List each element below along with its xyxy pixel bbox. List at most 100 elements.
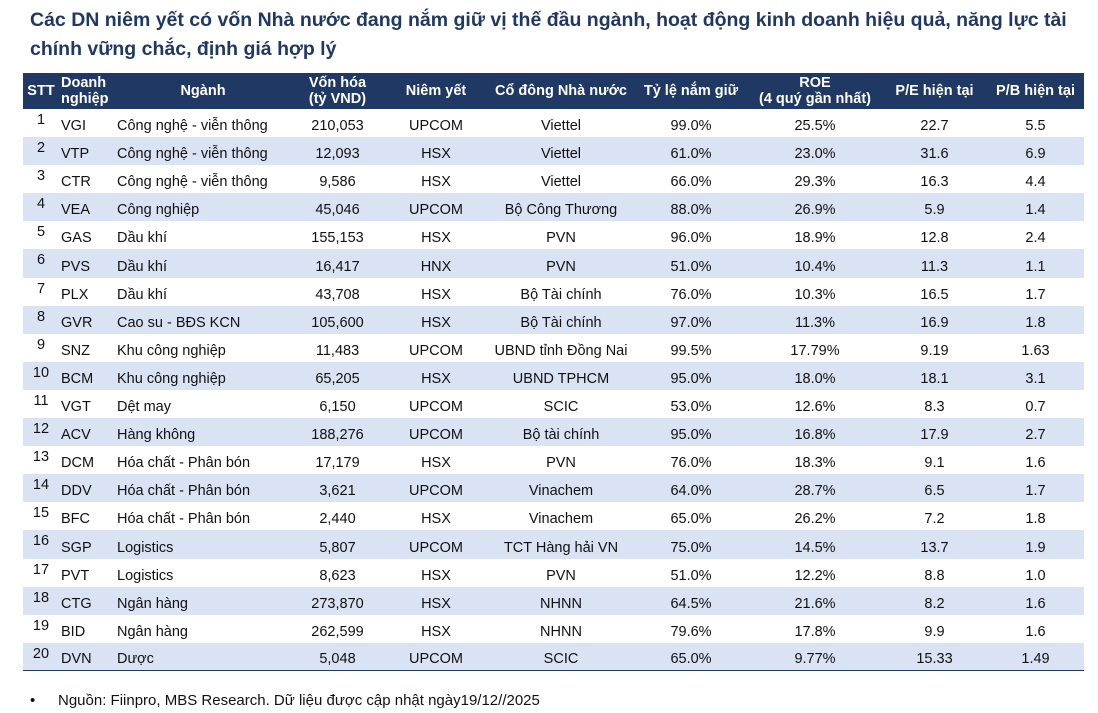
cell-pb: 1.8 bbox=[987, 305, 1084, 334]
cell-shareholder: Viettel bbox=[540, 118, 582, 135]
cell-company: PVS bbox=[59, 249, 115, 278]
state-owned-companies-table: STT Doanh nghiệp Ngành Vốn hóa (tỷ VND) … bbox=[23, 73, 1084, 672]
cell-industry: Hóa chất - Phân bón bbox=[117, 511, 251, 528]
cell-stt: 8 bbox=[23, 305, 59, 334]
cell-industry: Dệt may bbox=[117, 399, 171, 416]
cell-ownership: 99.5% bbox=[670, 342, 712, 359]
cell-capital: 65,205 bbox=[291, 361, 384, 390]
cell-capital: 11,483 bbox=[315, 342, 360, 359]
cell-stt: 2 bbox=[23, 137, 59, 166]
cell-pe: 13.7 bbox=[882, 530, 987, 559]
table-row: 15 BFC Hóa chất - Phân bón 2,440 HSX Vinachem… bbox=[23, 502, 1084, 530]
cell-pb: 2.7 bbox=[987, 418, 1084, 447]
cell-stt: 11 bbox=[33, 392, 49, 409]
cell-capital: 45,046 bbox=[291, 193, 384, 222]
header-listing: Niêm yết bbox=[384, 73, 488, 109]
cell-pe: 8.3 bbox=[924, 399, 945, 416]
cell-shareholder: PVN bbox=[546, 567, 576, 584]
cell-listing: UPCOM bbox=[384, 530, 488, 559]
cell-listing: HSX bbox=[421, 286, 451, 303]
cell-company: VGT bbox=[61, 399, 91, 416]
cell-stt: 6 bbox=[23, 249, 59, 278]
header-stt: STT bbox=[23, 73, 59, 109]
cell-shareholder: NHNN bbox=[540, 623, 582, 640]
cell-listing: UPCOM bbox=[409, 399, 463, 416]
cell-pb: 1.6 bbox=[1025, 623, 1046, 640]
cell-pb: 3.1 bbox=[987, 361, 1084, 390]
table-row: 9 SNZ Khu công nghiệp 11,483 UPCOM UBND tỉnh … bbox=[23, 334, 1084, 362]
cell-stt: 17 bbox=[32, 561, 50, 578]
cell-ownership: 66.0% bbox=[670, 174, 712, 191]
cell-company: VEA bbox=[59, 193, 115, 222]
cell-pb: 1.0 bbox=[1025, 567, 1046, 584]
table-row: 7 PLX Dầu khí 43,708 HSX Bộ Tài chính 76.0% 10.… bbox=[23, 278, 1084, 306]
cell-pb: 1.8 bbox=[1025, 511, 1046, 528]
cell-company: ACV bbox=[59, 418, 115, 447]
cell-pe: 9.1 bbox=[924, 455, 945, 472]
cell-shareholder: Vinachem bbox=[488, 474, 634, 503]
cell-stt: 20 bbox=[23, 642, 59, 672]
cell-capital: 273,870 bbox=[291, 586, 384, 615]
cell-capital: 262,599 bbox=[311, 623, 364, 640]
cell-pb: 4.4 bbox=[1025, 174, 1046, 191]
cell-stt: 12 bbox=[23, 418, 59, 447]
cell-shareholder: Viettel bbox=[488, 137, 634, 166]
cell-industry: Công nghệ - viễn thông bbox=[117, 174, 268, 191]
cell-roe: 26.9% bbox=[748, 193, 882, 222]
table-row: 4 VEA Công nghiệp 45,046 UPCOM Bộ Công Thương… bbox=[23, 193, 1084, 222]
cell-shareholder: SCIC bbox=[543, 399, 579, 416]
cell-shareholder: Bộ Tài chính bbox=[488, 305, 634, 334]
cell-pe: 12.8 bbox=[920, 230, 949, 247]
cell-industry: Cao su - BĐS KCN bbox=[115, 305, 291, 334]
cell-stt: 19 bbox=[32, 617, 50, 634]
table-row: 5 GAS Dầu khí 155,153 HSX PVN 96.0% 18.9% 12.8 2.… bbox=[23, 221, 1084, 249]
header-pb: P/B hiện tại bbox=[987, 73, 1084, 109]
header-roe-line1: ROE bbox=[799, 75, 831, 91]
cell-ownership: 76.0% bbox=[670, 286, 712, 303]
cell-ownership: 64.5% bbox=[634, 586, 748, 615]
table-row: 14 DDV Hóa chất - Phân bón 3,621 UPCOM Vinach… bbox=[23, 474, 1084, 503]
cell-company: GVR bbox=[59, 305, 115, 334]
cell-pb: 1.6 bbox=[987, 586, 1084, 615]
cell-roe: 17.79% bbox=[790, 342, 840, 359]
table-row: 2 VTP Công nghệ - viễn thông 12,093 HSX Viett… bbox=[23, 137, 1084, 166]
cell-listing: HSX bbox=[384, 137, 488, 166]
cell-pb: 2.4 bbox=[1025, 230, 1046, 247]
cell-pe: 11.3 bbox=[882, 249, 987, 278]
cell-pe: 17.9 bbox=[882, 418, 987, 447]
cell-roe: 10.4% bbox=[748, 249, 882, 278]
note-text: Nguồn: Fiinpro, MBS Research. Dữ liệu đư… bbox=[58, 692, 540, 709]
cell-shareholder: PVN bbox=[546, 455, 576, 472]
cell-stt: 16 bbox=[23, 530, 59, 559]
cell-shareholder: TCT Hàng hải VN bbox=[488, 530, 634, 559]
cell-industry: Khu công nghiệp bbox=[117, 342, 226, 359]
cell-pe: 7.2 bbox=[924, 511, 945, 528]
cell-pe: 15.33 bbox=[882, 642, 987, 672]
cell-ownership: 95.0% bbox=[634, 418, 748, 447]
header-industry: Ngành bbox=[115, 73, 291, 109]
header-ownership: Tỷ lệ nắm giữ bbox=[634, 73, 748, 109]
cell-capital: 3,621 bbox=[291, 474, 384, 503]
cell-company: PLX bbox=[61, 286, 89, 303]
cell-pe: 8.8 bbox=[924, 567, 945, 584]
cell-ownership: 88.0% bbox=[634, 193, 748, 222]
cell-industry: Logistics bbox=[115, 530, 291, 559]
cell-company: BCM bbox=[59, 361, 115, 390]
cell-roe: 9.77% bbox=[748, 642, 882, 672]
cell-shareholder: Vinachem bbox=[528, 511, 594, 528]
cell-pb: 5.5 bbox=[1025, 118, 1046, 135]
cell-company: PVT bbox=[61, 567, 90, 584]
cell-pb: 1.49 bbox=[987, 642, 1084, 672]
cell-company: SGP bbox=[59, 530, 115, 559]
cell-ownership: 97.0% bbox=[634, 305, 748, 334]
cell-listing: HSX bbox=[421, 455, 451, 472]
cell-ownership: 51.0% bbox=[670, 567, 712, 584]
cell-ownership: 65.0% bbox=[634, 642, 748, 672]
cell-pb: 1.63 bbox=[1021, 342, 1050, 359]
cell-company: SNZ bbox=[61, 342, 90, 359]
table-row: 18 CTG Ngân hàng 273,870 HSX NHNN 64.5% 21.6% 8.… bbox=[23, 586, 1084, 615]
cell-roe: 25.5% bbox=[794, 118, 836, 135]
cell-roe: 18.3% bbox=[794, 455, 836, 472]
header-capital: Vốn hóa (tỷ VND) bbox=[291, 73, 384, 109]
cell-roe: 18.9% bbox=[794, 230, 836, 247]
